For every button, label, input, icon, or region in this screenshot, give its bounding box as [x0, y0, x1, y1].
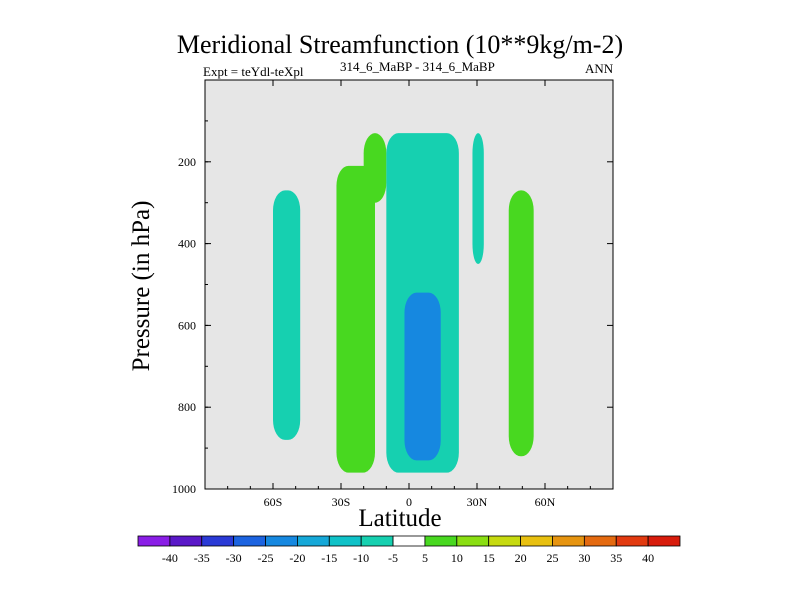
contour-cell-green-cell-upper-20S — [363, 133, 387, 203]
colorbar-label: 20 — [515, 551, 527, 565]
colorbar-label: -10 — [353, 551, 369, 565]
colorbar-label: -25 — [258, 551, 274, 565]
x-tick-label: 0 — [406, 495, 412, 509]
colorbar-swatch — [583, 535, 617, 547]
colorbar-swatch — [615, 535, 649, 547]
colorbar-swatch — [233, 535, 266, 547]
colorbar-label: 35 — [610, 551, 622, 565]
colorbar-swatch — [360, 535, 394, 547]
colorbar-swatch — [297, 535, 330, 547]
colorbar: -40 -35 -30 -25 -20 -15 -10 -5 5 10 15 20 25 30 35 40 — [137, 535, 681, 565]
season-label: ANN — [585, 61, 614, 76]
y-tick-label: 600 — [178, 318, 196, 332]
colorbar-label: -15 — [321, 551, 337, 565]
contour-fields — [273, 133, 534, 473]
contour-cell-cyan-upper-30N — [472, 133, 484, 265]
colorbar-label: -30 — [226, 551, 242, 565]
colorbar-swatch — [328, 535, 362, 547]
colorbar-label: 25 — [546, 551, 558, 565]
case-label: 314_6_MaBP - 314_6_MaBP — [340, 59, 495, 74]
colorbar-label: 10 — [451, 551, 463, 565]
x-tick-label: 60S — [264, 495, 283, 509]
colorbar-label: 40 — [642, 551, 654, 565]
colorbar-swatch — [488, 535, 521, 547]
colorbar-swatch — [392, 535, 426, 547]
x-tick-label: 60N — [535, 495, 556, 509]
colorbar-label: 5 — [422, 551, 428, 565]
y-tick-label: 800 — [178, 400, 196, 414]
contour-cell-cyan-cell-60S — [273, 190, 301, 440]
colorbar-swatch — [520, 535, 553, 547]
y-axis: 200 400 600 800 1000 — [172, 120, 613, 496]
experiment-label: Expt = teYdl-teXpl — [203, 64, 304, 79]
y-tick-label: 400 — [178, 237, 196, 251]
x-tick-label: 30N — [467, 495, 488, 509]
colorbar-swatch — [552, 535, 585, 547]
y-tick-label: 1000 — [172, 482, 196, 496]
colorbar-swatch — [647, 535, 681, 547]
colorbar-swatch — [424, 535, 458, 547]
colorbar-swatch — [137, 535, 171, 547]
colorbar-label: -5 — [388, 551, 398, 565]
colorbar-swatch — [456, 535, 490, 547]
colorbar-label: 15 — [483, 551, 495, 565]
colorbar-label: -20 — [289, 551, 305, 565]
colorbar-swatch — [169, 535, 203, 547]
colorbar-swatch — [201, 535, 235, 547]
x-axis-label: Latitude — [358, 505, 442, 532]
y-tick-label: 200 — [178, 155, 196, 169]
contour-cell-green-cell-45N — [508, 190, 534, 457]
colorbar-label: -40 — [162, 551, 178, 565]
colorbar-label: -35 — [194, 551, 210, 565]
chart-title: Meridional Streamfunction (10**9kg/m-2) — [176, 30, 624, 59]
colorbar-swatch — [265, 535, 298, 547]
x-tick-label: 30S — [332, 495, 351, 509]
colorbar-label: 30 — [578, 551, 590, 565]
contour-cell-blue-core-equator — [404, 292, 441, 461]
x-axis: 60S 30S 0 30N 60N — [204, 80, 614, 509]
contour-cell-green-cell-30S — [336, 165, 375, 473]
